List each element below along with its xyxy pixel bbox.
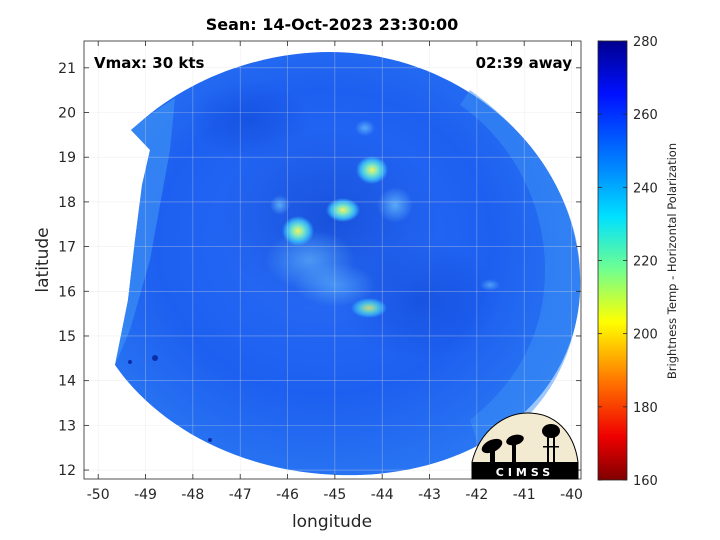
y-tick-label: 18 [58, 195, 76, 211]
colorbar-label: Brightness Temp - Horizontal Polarizatio… [665, 143, 679, 379]
convective-core [282, 216, 314, 246]
x-tick-label: -44 [371, 487, 394, 503]
x-tick-label: -43 [418, 487, 441, 503]
x-tick-label: -47 [229, 487, 252, 503]
y-tick-label: 17 [58, 240, 76, 256]
y-tick-label: 21 [58, 61, 76, 77]
x-axis: -50 -49 -48 -47 -46 -45 -44 -43 -42 -41 -40 [87, 41, 583, 503]
figure-title: Sean: 14-Oct-2023 23:30:00 [206, 15, 459, 34]
time-away-annotation: 02:39 away [476, 54, 573, 72]
convective-core [326, 198, 360, 222]
colorbar-tick-label: 280 [633, 35, 658, 50]
colorbar-tick-label: 240 [633, 181, 658, 196]
y-tick-label: 16 [58, 284, 76, 300]
logo-text: CIMSS [496, 466, 554, 479]
convective-core [351, 298, 387, 318]
y-axis: 12 13 14 15 16 17 18 19 20 21 [58, 61, 581, 479]
colorbar-tick-label: 180 [633, 401, 658, 416]
convective-core [356, 156, 388, 184]
cimss-logo: CIMSS [471, 412, 579, 480]
colorbar-tick-label: 260 [633, 108, 658, 123]
colorbar [597, 40, 628, 481]
vmax-annotation: Vmax: 30 kts [94, 54, 204, 72]
x-axis-label: longitude [292, 512, 372, 532]
x-tick-label: -41 [513, 487, 536, 503]
y-tick-label: 14 [58, 374, 76, 390]
axes-box [83, 40, 582, 480]
x-tick-label: -45 [323, 487, 346, 503]
y-tick-label: 15 [58, 329, 76, 345]
y-tick-label: 13 [58, 418, 76, 434]
x-tick-label: -42 [465, 487, 488, 503]
colorbar-tick-label: 160 [633, 474, 658, 489]
colorbar-tick-label: 220 [633, 255, 658, 270]
y-tick-label: 12 [58, 463, 76, 479]
y-tick-label: 20 [58, 106, 76, 122]
x-tick-label: -50 [87, 487, 110, 503]
y-axis-label: latitude [33, 227, 53, 292]
x-tick-label: -46 [276, 487, 299, 503]
x-tick-label: -40 [560, 487, 583, 503]
colorbar-ticks: 280 260 240 220 200 180 160 [598, 35, 658, 489]
x-tick-label: -49 [134, 487, 157, 503]
colorbar-tick-label: 200 [633, 328, 658, 343]
y-tick-label: 19 [58, 150, 76, 166]
x-tick-label: -48 [181, 487, 204, 503]
